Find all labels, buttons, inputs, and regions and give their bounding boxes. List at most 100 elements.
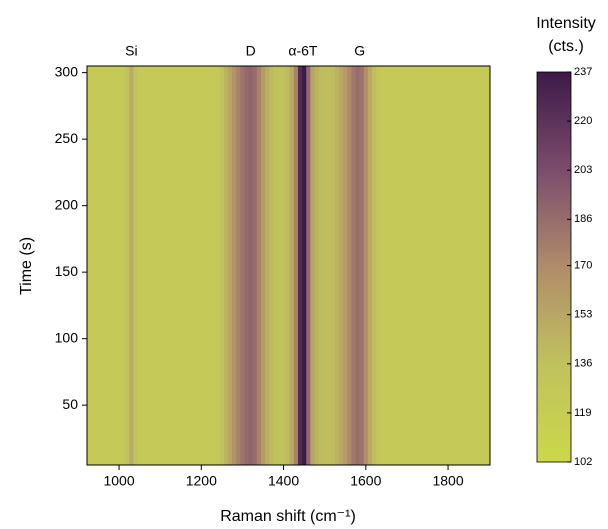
heat-column (425, 66, 431, 465)
heat-column (417, 66, 422, 465)
x-tick-label: 1600 (350, 473, 381, 489)
colorbar-tick-label: 102 (574, 456, 592, 468)
heat-column (125, 66, 130, 465)
heat-column (96, 66, 102, 465)
colorbar-axis: 102 119 136 153 170 186 203 220 237 (567, 66, 592, 468)
heat-column (404, 66, 410, 465)
heat-column (117, 66, 122, 465)
heat-column (351, 66, 357, 465)
heat-column (355, 66, 361, 465)
y-axis-label: Time (s) (18, 237, 35, 295)
heat-column (491, 66, 496, 465)
heat-column (207, 66, 213, 465)
y-tick-label: 100 (55, 329, 79, 345)
colorbar (536, 71, 572, 463)
heat-column (149, 66, 155, 465)
heat-column (392, 66, 398, 465)
heat-column (339, 66, 344, 465)
heat-column (429, 66, 435, 465)
heat-column (219, 66, 225, 465)
heat-column (203, 66, 208, 465)
heat-column (137, 66, 143, 465)
heat-column (158, 66, 163, 465)
plot-frame (86, 65, 491, 466)
heatmap (87, 66, 500, 465)
heat-column (483, 66, 488, 465)
heat-column (330, 66, 336, 465)
heat-column (195, 66, 200, 465)
heat-column (306, 66, 311, 465)
x-axis-label: Raman shift (cm⁻¹) (220, 508, 356, 525)
heat-column (376, 66, 381, 465)
colorbar-tick-label: 237 (574, 66, 592, 78)
heat-column (478, 66, 484, 465)
heat-column (269, 66, 274, 465)
colorbar-tick-label: 153 (574, 309, 592, 321)
heat-column (228, 66, 233, 465)
heat-column (129, 66, 134, 465)
heat-column (408, 66, 414, 465)
heat-column (248, 66, 254, 465)
heat-column (285, 66, 291, 465)
peak-label: D (246, 43, 256, 59)
heat-column (170, 66, 176, 465)
heat-column (232, 66, 237, 465)
peak-label: Si (125, 43, 137, 59)
heat-column (252, 66, 258, 465)
heat-column (470, 66, 476, 465)
heat-column (318, 66, 324, 465)
heat-column (458, 66, 463, 465)
heat-column (421, 66, 426, 465)
colorbar-tick-label: 203 (574, 164, 592, 176)
heat-column (413, 66, 418, 465)
colorbar-title: (cts.) (548, 38, 584, 55)
heat-column (244, 66, 250, 465)
heat-column (186, 66, 192, 465)
x-tick-label: 1800 (432, 473, 463, 489)
heat-column (474, 66, 480, 465)
colorbar-tick-label: 220 (574, 115, 592, 127)
heat-column (388, 66, 394, 465)
heat-column (334, 66, 340, 465)
heat-column (174, 66, 180, 465)
heat-column (141, 66, 147, 465)
x-tick-label: 1400 (268, 473, 299, 489)
y-tick-label: 200 (55, 196, 79, 212)
heat-column (108, 66, 114, 465)
heat-column (162, 66, 167, 465)
heat-column (396, 66, 402, 465)
heat-column (359, 66, 365, 465)
heat-column (112, 66, 118, 465)
heat-column (343, 66, 348, 465)
heat-column (487, 66, 490, 465)
heat-column (314, 66, 320, 465)
heat-column (100, 66, 106, 465)
heat-column (104, 66, 110, 465)
heat-column (495, 66, 500, 465)
heat-column (367, 66, 373, 465)
heat-column (441, 66, 447, 465)
x-tick-label: 1000 (103, 473, 134, 489)
heat-column (240, 66, 245, 465)
heat-column (265, 66, 270, 465)
heat-column (215, 66, 221, 465)
heat-column (302, 66, 307, 465)
y-tick-label: 150 (55, 263, 79, 279)
peak-label: G (354, 43, 365, 59)
colorbar-tick-label: 170 (574, 259, 592, 271)
heat-column (87, 66, 89, 465)
heat-column (450, 66, 455, 465)
colorbar-tick-label: 186 (574, 213, 592, 225)
peak-label: α-6T (288, 43, 318, 59)
heat-column (260, 66, 266, 465)
heat-column (133, 66, 139, 465)
heat-column (462, 66, 468, 465)
heat-column (256, 66, 262, 465)
heat-column (384, 66, 389, 465)
heat-column (371, 66, 377, 465)
heat-column (199, 66, 204, 465)
heat-column (281, 66, 287, 465)
heat-column (92, 66, 97, 465)
heat-column (297, 66, 303, 465)
